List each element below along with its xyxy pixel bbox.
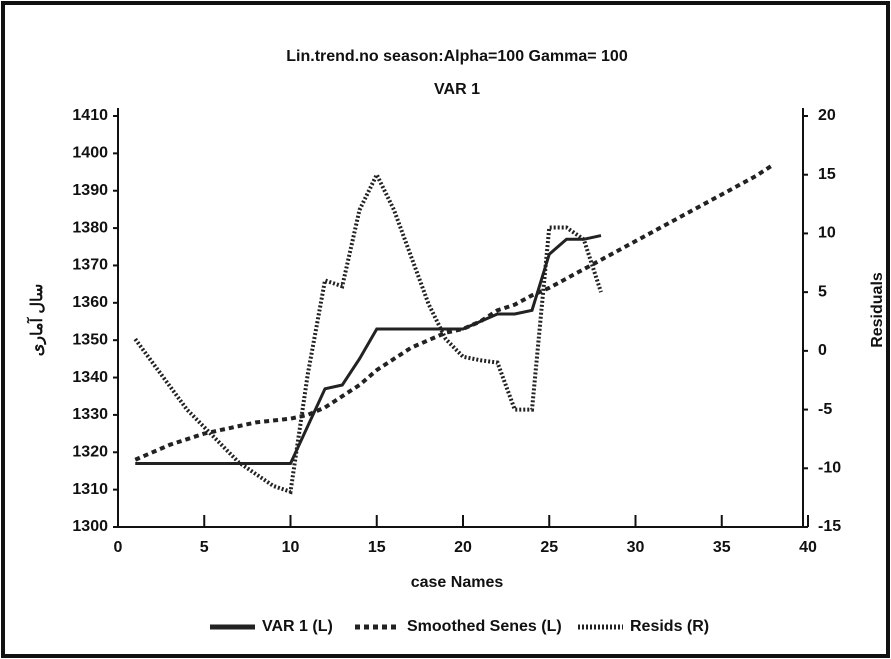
legend-label: Smoothed Senes (L) [407, 618, 562, 635]
y2-tick-label: 5 [818, 283, 827, 300]
y-tick-label: 1350 [72, 331, 108, 348]
y-tick-label: 1330 [72, 406, 108, 423]
x-tick-label: 30 [627, 539, 645, 556]
y-tick-label: 1370 [72, 257, 108, 274]
x-tick-label: 35 [713, 539, 731, 556]
y2-tick-label: 0 [818, 342, 827, 359]
series-line [133, 170, 603, 495]
y-tick-label: 1310 [72, 481, 108, 498]
x-tick-label: 40 [799, 539, 817, 556]
y-tick-label: 1320 [72, 443, 108, 460]
y-tick-label: 1400 [72, 145, 108, 162]
y-tick-label: 1300 [72, 518, 108, 535]
chart-title: Lin.trend.no season:Alpha=100 Gamma= 100 [286, 48, 628, 65]
chart-subtitle: VAR 1 [434, 81, 480, 98]
y-tick-label: 1410 [72, 107, 108, 124]
x-tick-label: 0 [114, 539, 123, 556]
legend-label: Resids (R) [630, 618, 709, 635]
series-line [134, 162, 775, 462]
x-tick-label: 10 [282, 539, 300, 556]
y-tick-label: 1390 [72, 182, 108, 199]
legend-label: VAR 1 (L) [262, 618, 333, 635]
x-tick-label: 25 [540, 539, 558, 556]
x-tick-label: 5 [200, 539, 209, 556]
x-tick-label: 20 [454, 539, 472, 556]
series-line [135, 234, 602, 465]
y-tick-label: 1360 [72, 294, 108, 311]
y2-tick-label: -15 [818, 518, 841, 535]
y2-tick-label: -10 [818, 460, 841, 477]
y2-axis-label: Residuals [869, 272, 886, 348]
x-tick-label: 15 [368, 539, 386, 556]
y2-tick-label: 10 [818, 225, 836, 242]
y-tick-label: 1380 [72, 219, 108, 236]
y2-tick-label: 20 [818, 107, 836, 124]
y-tick-label: 1340 [72, 369, 108, 386]
y2-tick-label: -5 [818, 401, 832, 418]
x-axis-label: case Names [411, 574, 504, 591]
y-axis-label: سال آماری [25, 284, 47, 357]
y2-tick-label: 15 [818, 166, 836, 183]
